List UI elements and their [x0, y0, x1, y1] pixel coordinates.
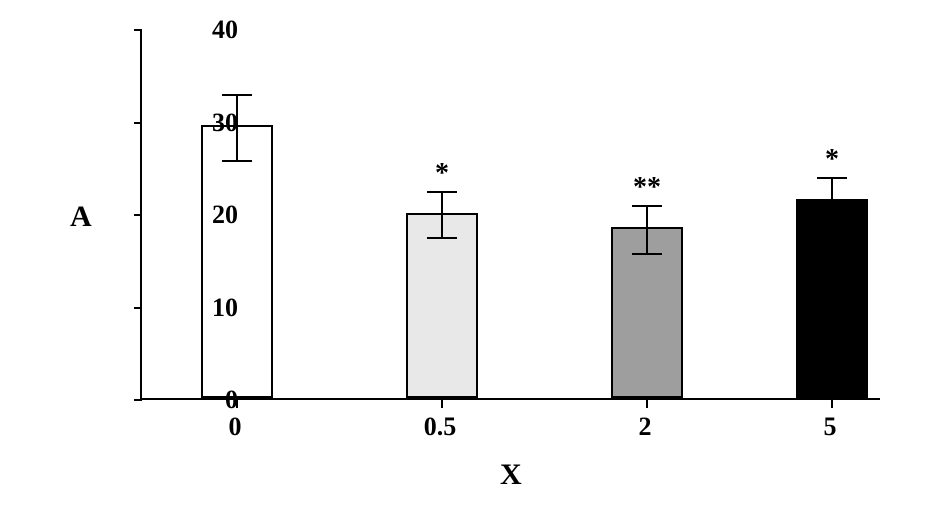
y-tick — [134, 307, 142, 309]
error-bar-lower — [441, 215, 443, 238]
error-cap-upper — [632, 205, 662, 207]
y-tick-label: 30 — [198, 108, 238, 138]
error-cap-lower — [427, 237, 457, 239]
y-tick — [134, 399, 142, 401]
y-tick-label: 40 — [198, 15, 238, 45]
error-cap-upper — [427, 191, 457, 193]
x-tick — [646, 400, 648, 408]
x-tick-label: 5 — [800, 412, 860, 442]
y-axis-label: A — [70, 200, 92, 234]
significance-marker: ** — [633, 172, 661, 204]
y-tick-label: 20 — [198, 200, 238, 230]
x-tick-label: 0.5 — [410, 412, 470, 442]
error-cap-upper — [817, 177, 847, 179]
error-cap-upper — [222, 94, 252, 96]
error-cap-lower — [222, 160, 252, 162]
error-cap-lower — [632, 253, 662, 255]
bar — [406, 213, 478, 398]
y-tick — [134, 29, 142, 31]
x-axis-label: X — [500, 458, 522, 492]
chart-container: A X **** 01020304000.525 — [60, 20, 910, 490]
y-tick — [134, 214, 142, 216]
significance-marker: * — [825, 144, 839, 176]
x-tick — [831, 400, 833, 408]
y-tick-label: 0 — [198, 385, 238, 415]
x-tick — [441, 400, 443, 408]
plot-area: **** — [140, 30, 880, 400]
bar — [796, 199, 868, 398]
error-bar-upper — [831, 178, 833, 201]
y-tick — [134, 122, 142, 124]
error-bar-lower — [646, 229, 648, 254]
bar — [201, 125, 273, 398]
x-tick-label: 2 — [615, 412, 675, 442]
error-bar-upper — [646, 206, 648, 229]
y-tick-label: 10 — [198, 293, 238, 323]
x-tick-label: 0 — [205, 412, 265, 442]
significance-marker: * — [435, 158, 449, 190]
error-bar-upper — [441, 192, 443, 215]
